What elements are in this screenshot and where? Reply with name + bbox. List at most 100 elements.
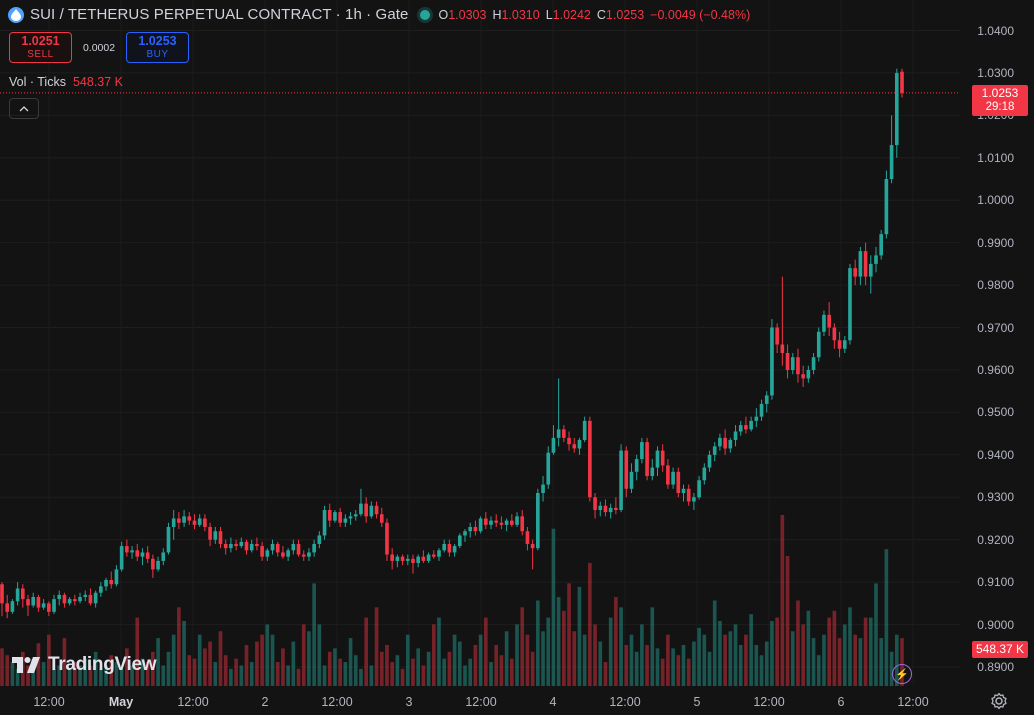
time-axis-label: 12:00 <box>753 695 785 709</box>
candle-body <box>874 255 878 264</box>
volume-bar <box>582 634 587 686</box>
open-value: 1.0303 <box>448 7 487 22</box>
volume-bar <box>468 658 473 686</box>
price-axis-label: 0.9400 <box>977 447 1014 462</box>
time-axis-label: 4 <box>549 695 557 709</box>
candle-body <box>452 546 457 553</box>
volume-bar <box>431 624 436 686</box>
volume-bar <box>640 624 644 686</box>
close-value: 1.0253 <box>605 7 645 22</box>
candle-body <box>785 352 790 370</box>
volume-bar <box>405 634 410 686</box>
sui-drop-icon[interactable] <box>8 6 24 23</box>
volume-value: 548.37 K <box>72 75 124 89</box>
sell-button[interactable]: 1.0251 SELL <box>9 32 72 63</box>
candle-body <box>712 446 717 455</box>
candle-body <box>88 594 93 604</box>
volume-bar <box>697 627 701 686</box>
volume-bar <box>239 665 244 686</box>
volume-bar <box>192 658 197 686</box>
volume-bar <box>265 624 270 686</box>
volume-bar <box>572 631 577 686</box>
candle-body <box>666 465 670 485</box>
volume-bar <box>702 634 707 686</box>
volume-bar <box>151 651 155 686</box>
tradingview-logo[interactable]: TradingView <box>12 654 157 676</box>
candle-body <box>764 395 769 404</box>
symbol-title[interactable]: SUI / TETHERUS PERPETUAL CONTRACT · 1h ·… <box>30 6 409 23</box>
volume-bar <box>452 634 457 686</box>
volume-bar <box>868 617 873 686</box>
time-axis-label: 12:00 <box>465 695 497 709</box>
volume-bar <box>57 665 62 686</box>
candle-body <box>421 556 426 561</box>
volume-bar <box>260 634 264 686</box>
volume-bar <box>848 607 852 686</box>
volume-bar <box>858 638 863 686</box>
candle-body <box>182 516 186 523</box>
volume-bar <box>359 668 363 686</box>
buy-button[interactable]: 1.0253 BUY <box>126 32 189 63</box>
candle-body <box>598 505 603 510</box>
volume-bar <box>400 668 405 686</box>
candle-body <box>301 554 306 557</box>
candle-body <box>681 488 686 494</box>
spread-value: 0.0002 <box>82 41 116 54</box>
candle-body <box>93 592 98 604</box>
volume-bar <box>530 651 535 686</box>
volume-bar <box>562 610 566 686</box>
volume-legend[interactable]: Vol · Ticks 548.37 K <box>9 75 123 89</box>
candle-body <box>364 503 368 517</box>
volume-bar <box>395 655 400 686</box>
volume-bar <box>593 624 597 686</box>
lightning-icon[interactable]: ⚡ <box>892 664 912 684</box>
candle-body <box>816 331 821 358</box>
volume-bar <box>353 655 358 686</box>
candle-body <box>671 471 675 485</box>
volume-bar <box>447 651 452 686</box>
volume-bar <box>301 624 306 686</box>
volume-bar <box>780 515 785 686</box>
candle-body <box>754 416 759 421</box>
candle-body <box>369 505 374 517</box>
candle-body <box>582 420 587 440</box>
volume-bar <box>36 643 41 686</box>
candle-body <box>255 543 259 547</box>
candle-body <box>478 518 483 532</box>
candle-body <box>775 327 779 345</box>
ohlc-values: O1.0303 H1.0310 L1.0242 C1.0253 −0.0049 … <box>438 7 751 22</box>
candle-body <box>78 596 82 602</box>
volume-bar <box>369 665 374 686</box>
volume-bar <box>208 641 212 686</box>
collapse-legend-button[interactable] <box>9 98 39 119</box>
volume-bar <box>10 662 15 686</box>
candle-body <box>556 429 561 438</box>
candle-body <box>608 507 613 513</box>
candle-body <box>416 556 421 564</box>
candle-body <box>858 251 863 277</box>
candle-body <box>405 558 410 561</box>
candle-body <box>67 599 72 604</box>
symbol-header: SUI / TETHERUS PERPETUAL CONTRACT · 1h ·… <box>8 6 750 23</box>
candle-body <box>546 452 551 485</box>
volume-bar <box>364 617 368 686</box>
settings-gear-icon[interactable] <box>990 692 1008 710</box>
candle-body <box>161 552 166 561</box>
candle-body <box>15 588 20 602</box>
volume-bar <box>764 641 769 686</box>
candle-body <box>47 603 51 612</box>
volume-value-tag: 548.37 K <box>972 641 1028 658</box>
volume-bar <box>551 528 556 686</box>
candle-body <box>390 554 394 561</box>
sell-price: 1.0251 <box>21 34 60 48</box>
volume-bar <box>801 624 805 686</box>
price-axis-label: 0.9800 <box>977 278 1014 293</box>
volume-bar <box>900 638 904 686</box>
candle-body <box>457 535 462 547</box>
low-value: 1.0242 <box>552 7 591 22</box>
volume-bar <box>333 648 337 686</box>
volume-bar <box>624 644 629 686</box>
volume-bar <box>645 644 649 686</box>
time-axis-label: 12:00 <box>321 695 353 709</box>
